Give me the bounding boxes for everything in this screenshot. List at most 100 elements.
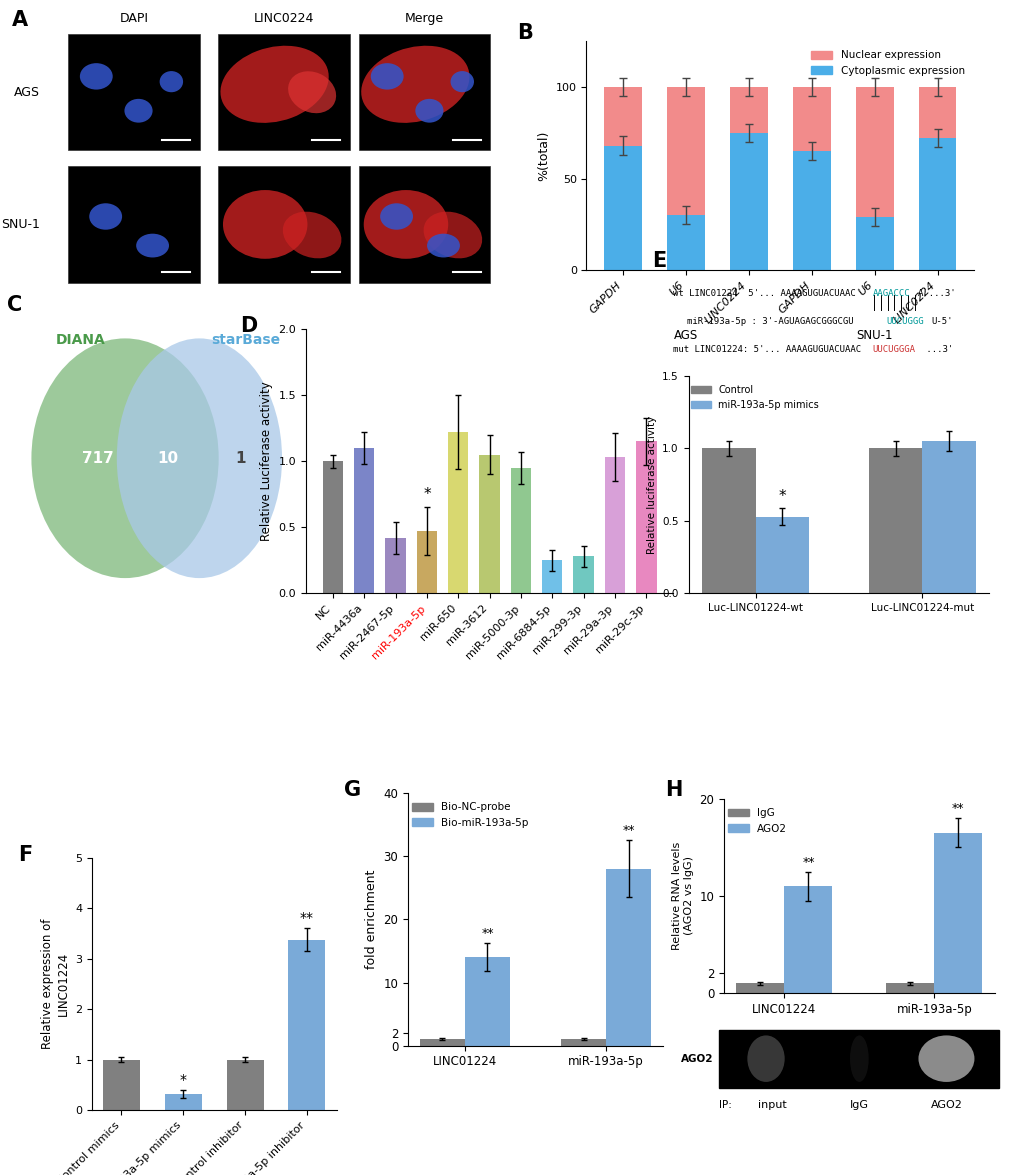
Ellipse shape [282, 212, 341, 258]
Bar [718, 1029, 999, 1088]
Bar [359, 166, 490, 282]
Ellipse shape [427, 234, 460, 257]
Ellipse shape [32, 338, 218, 578]
Ellipse shape [361, 46, 469, 123]
Text: input: input [757, 1100, 786, 1110]
Text: AAGACCC: AAGACCC [872, 289, 909, 298]
Ellipse shape [423, 212, 482, 258]
Ellipse shape [223, 190, 307, 258]
Bar [855, 87, 893, 217]
Legend: Nuclear expression, Cytoplasmic expression: Nuclear expression, Cytoplasmic expressi… [806, 46, 968, 80]
Text: **: ** [481, 927, 493, 940]
Bar [701, 449, 755, 593]
Bar [218, 34, 350, 150]
Ellipse shape [747, 1035, 784, 1082]
Text: *: * [423, 488, 430, 502]
Bar [918, 87, 956, 139]
Ellipse shape [79, 63, 113, 89]
Bar [921, 442, 975, 593]
Text: starBase: starBase [212, 333, 280, 347]
Bar [736, 983, 784, 993]
Bar [730, 87, 767, 133]
Text: C: C [6, 295, 21, 315]
Y-axis label: Relative expression of
LINC01224: Relative expression of LINC01224 [42, 919, 69, 1049]
Text: F: F [18, 845, 33, 865]
Bar [68, 166, 200, 282]
Ellipse shape [159, 70, 183, 93]
Bar [573, 556, 593, 593]
Text: 10: 10 [157, 451, 178, 465]
Text: ...3': ...3' [920, 345, 953, 355]
Ellipse shape [849, 1035, 868, 1082]
Ellipse shape [917, 1035, 973, 1082]
Ellipse shape [450, 70, 474, 93]
Y-axis label: Relative luciferase activity: Relative luciferase activity [646, 416, 656, 553]
Text: miR-193a-5p : 3'-AGUAGAGCGGGCGU: miR-193a-5p : 3'-AGUAGAGCGGGCGU [687, 317, 853, 327]
Bar [359, 34, 490, 150]
Y-axis label: Relative RNA levels
(AGO2 vs IgG): Relative RNA levels (AGO2 vs IgG) [672, 841, 693, 951]
Legend: IgG, AGO2: IgG, AGO2 [723, 804, 791, 838]
Bar [479, 455, 499, 593]
Text: A ...3': A ...3' [917, 289, 955, 298]
Text: **: ** [951, 803, 964, 815]
Bar [792, 87, 829, 152]
Bar [103, 1060, 140, 1110]
Text: Merge: Merge [405, 12, 444, 25]
Y-axis label: %(total): %(total) [537, 130, 549, 181]
Text: E: E [652, 251, 666, 271]
Bar [417, 531, 437, 593]
Text: G: G [344, 780, 361, 800]
Bar [792, 152, 829, 270]
Ellipse shape [287, 72, 336, 113]
Text: DAPI: DAPI [119, 12, 148, 25]
Bar [886, 983, 933, 993]
Text: **: ** [300, 911, 314, 925]
Ellipse shape [124, 99, 153, 122]
Bar [165, 1094, 202, 1110]
Bar [636, 442, 656, 593]
Bar [288, 940, 325, 1110]
Bar [918, 139, 956, 270]
Text: IgG: IgG [849, 1100, 868, 1110]
Text: LINC0224: LINC0224 [254, 12, 314, 25]
Bar [730, 133, 767, 270]
Text: *: * [179, 1073, 186, 1087]
Text: *: * [777, 489, 786, 504]
Text: **: ** [622, 825, 635, 838]
Text: UUCUGGGA: UUCUGGGA [872, 345, 915, 355]
Text: AGS: AGS [674, 329, 697, 342]
Bar [855, 217, 893, 270]
Ellipse shape [415, 99, 443, 122]
Ellipse shape [364, 190, 447, 258]
Bar [755, 517, 808, 593]
Legend: Control, miR-193a-5p mimics: Control, miR-193a-5p mimics [687, 381, 822, 414]
Bar [68, 34, 200, 150]
Bar [419, 1040, 465, 1046]
Bar [541, 560, 561, 593]
Bar [354, 448, 374, 593]
Bar [605, 870, 651, 1046]
Text: AGO2: AGO2 [680, 1054, 712, 1063]
Text: D: D [239, 316, 257, 336]
Text: AGO2: AGO2 [929, 1100, 962, 1110]
Bar [560, 1040, 605, 1046]
Text: wt LINC01224  5'... AAAAGUGUACUAAC: wt LINC01224 5'... AAAAGUGUACUAAC [673, 289, 855, 298]
Bar [784, 886, 832, 993]
Bar [322, 461, 342, 593]
Bar [666, 215, 704, 270]
Text: H: H [664, 780, 682, 800]
Bar [604, 457, 625, 593]
Bar [603, 146, 641, 270]
Text: B: B [517, 22, 532, 42]
Ellipse shape [117, 338, 282, 578]
Text: mut LINC01224: 5'... AAAAGUGUACUAAC: mut LINC01224: 5'... AAAAGUGUACUAAC [673, 345, 860, 355]
Text: **: ** [801, 855, 814, 868]
Bar [218, 166, 350, 282]
Ellipse shape [220, 46, 328, 123]
Legend: Bio-NC-probe, Bio-miR-193a-5p: Bio-NC-probe, Bio-miR-193a-5p [408, 798, 533, 832]
Bar [603, 87, 641, 146]
Ellipse shape [90, 203, 122, 230]
Bar [868, 449, 921, 593]
Bar [226, 1060, 263, 1110]
Bar [933, 833, 981, 993]
